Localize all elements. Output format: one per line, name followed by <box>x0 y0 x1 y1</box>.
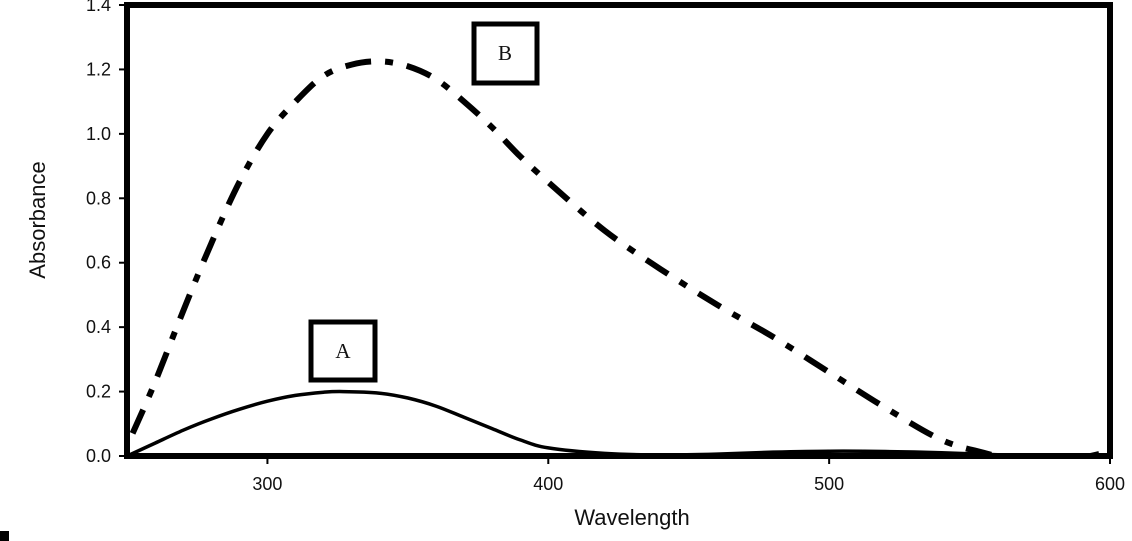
x-tick-label: 300 <box>252 474 282 494</box>
series-layer <box>126 58 1100 459</box>
y-tick-label: 0.2 <box>86 382 111 402</box>
plot-frame <box>124 2 1113 459</box>
y-tick-label: 0.8 <box>86 188 111 208</box>
x-tick-label: 500 <box>814 474 844 494</box>
series-b-line <box>129 58 999 459</box>
y-tick-label: 1.0 <box>86 124 111 144</box>
x-tick-label: 400 <box>533 474 563 494</box>
y-tick-label: 0.0 <box>86 446 111 466</box>
series-a-label-box <box>308 319 378 383</box>
series-a-label: A <box>335 339 351 363</box>
corner-mark <box>0 531 9 541</box>
y-axis-title: Absorbance <box>25 161 50 278</box>
series-a-line <box>126 389 1100 459</box>
y-axis: 0.0 0.2 0.4 0.6 0.8 1.0 1.2 1.4 <box>86 0 127 466</box>
series-b-label: B <box>498 41 512 65</box>
y-tick-label: 0.6 <box>86 253 111 273</box>
x-tick-label: 600 <box>1095 474 1125 494</box>
series-b-label-box <box>471 21 540 86</box>
x-axis-title: Wavelength <box>574 505 689 530</box>
y-tick-label: 0.4 <box>86 317 111 337</box>
y-tick-label: 1.4 <box>86 0 111 15</box>
x-axis: 300 400 500 600 <box>252 456 1125 494</box>
y-tick-label: 1.2 <box>86 59 111 79</box>
